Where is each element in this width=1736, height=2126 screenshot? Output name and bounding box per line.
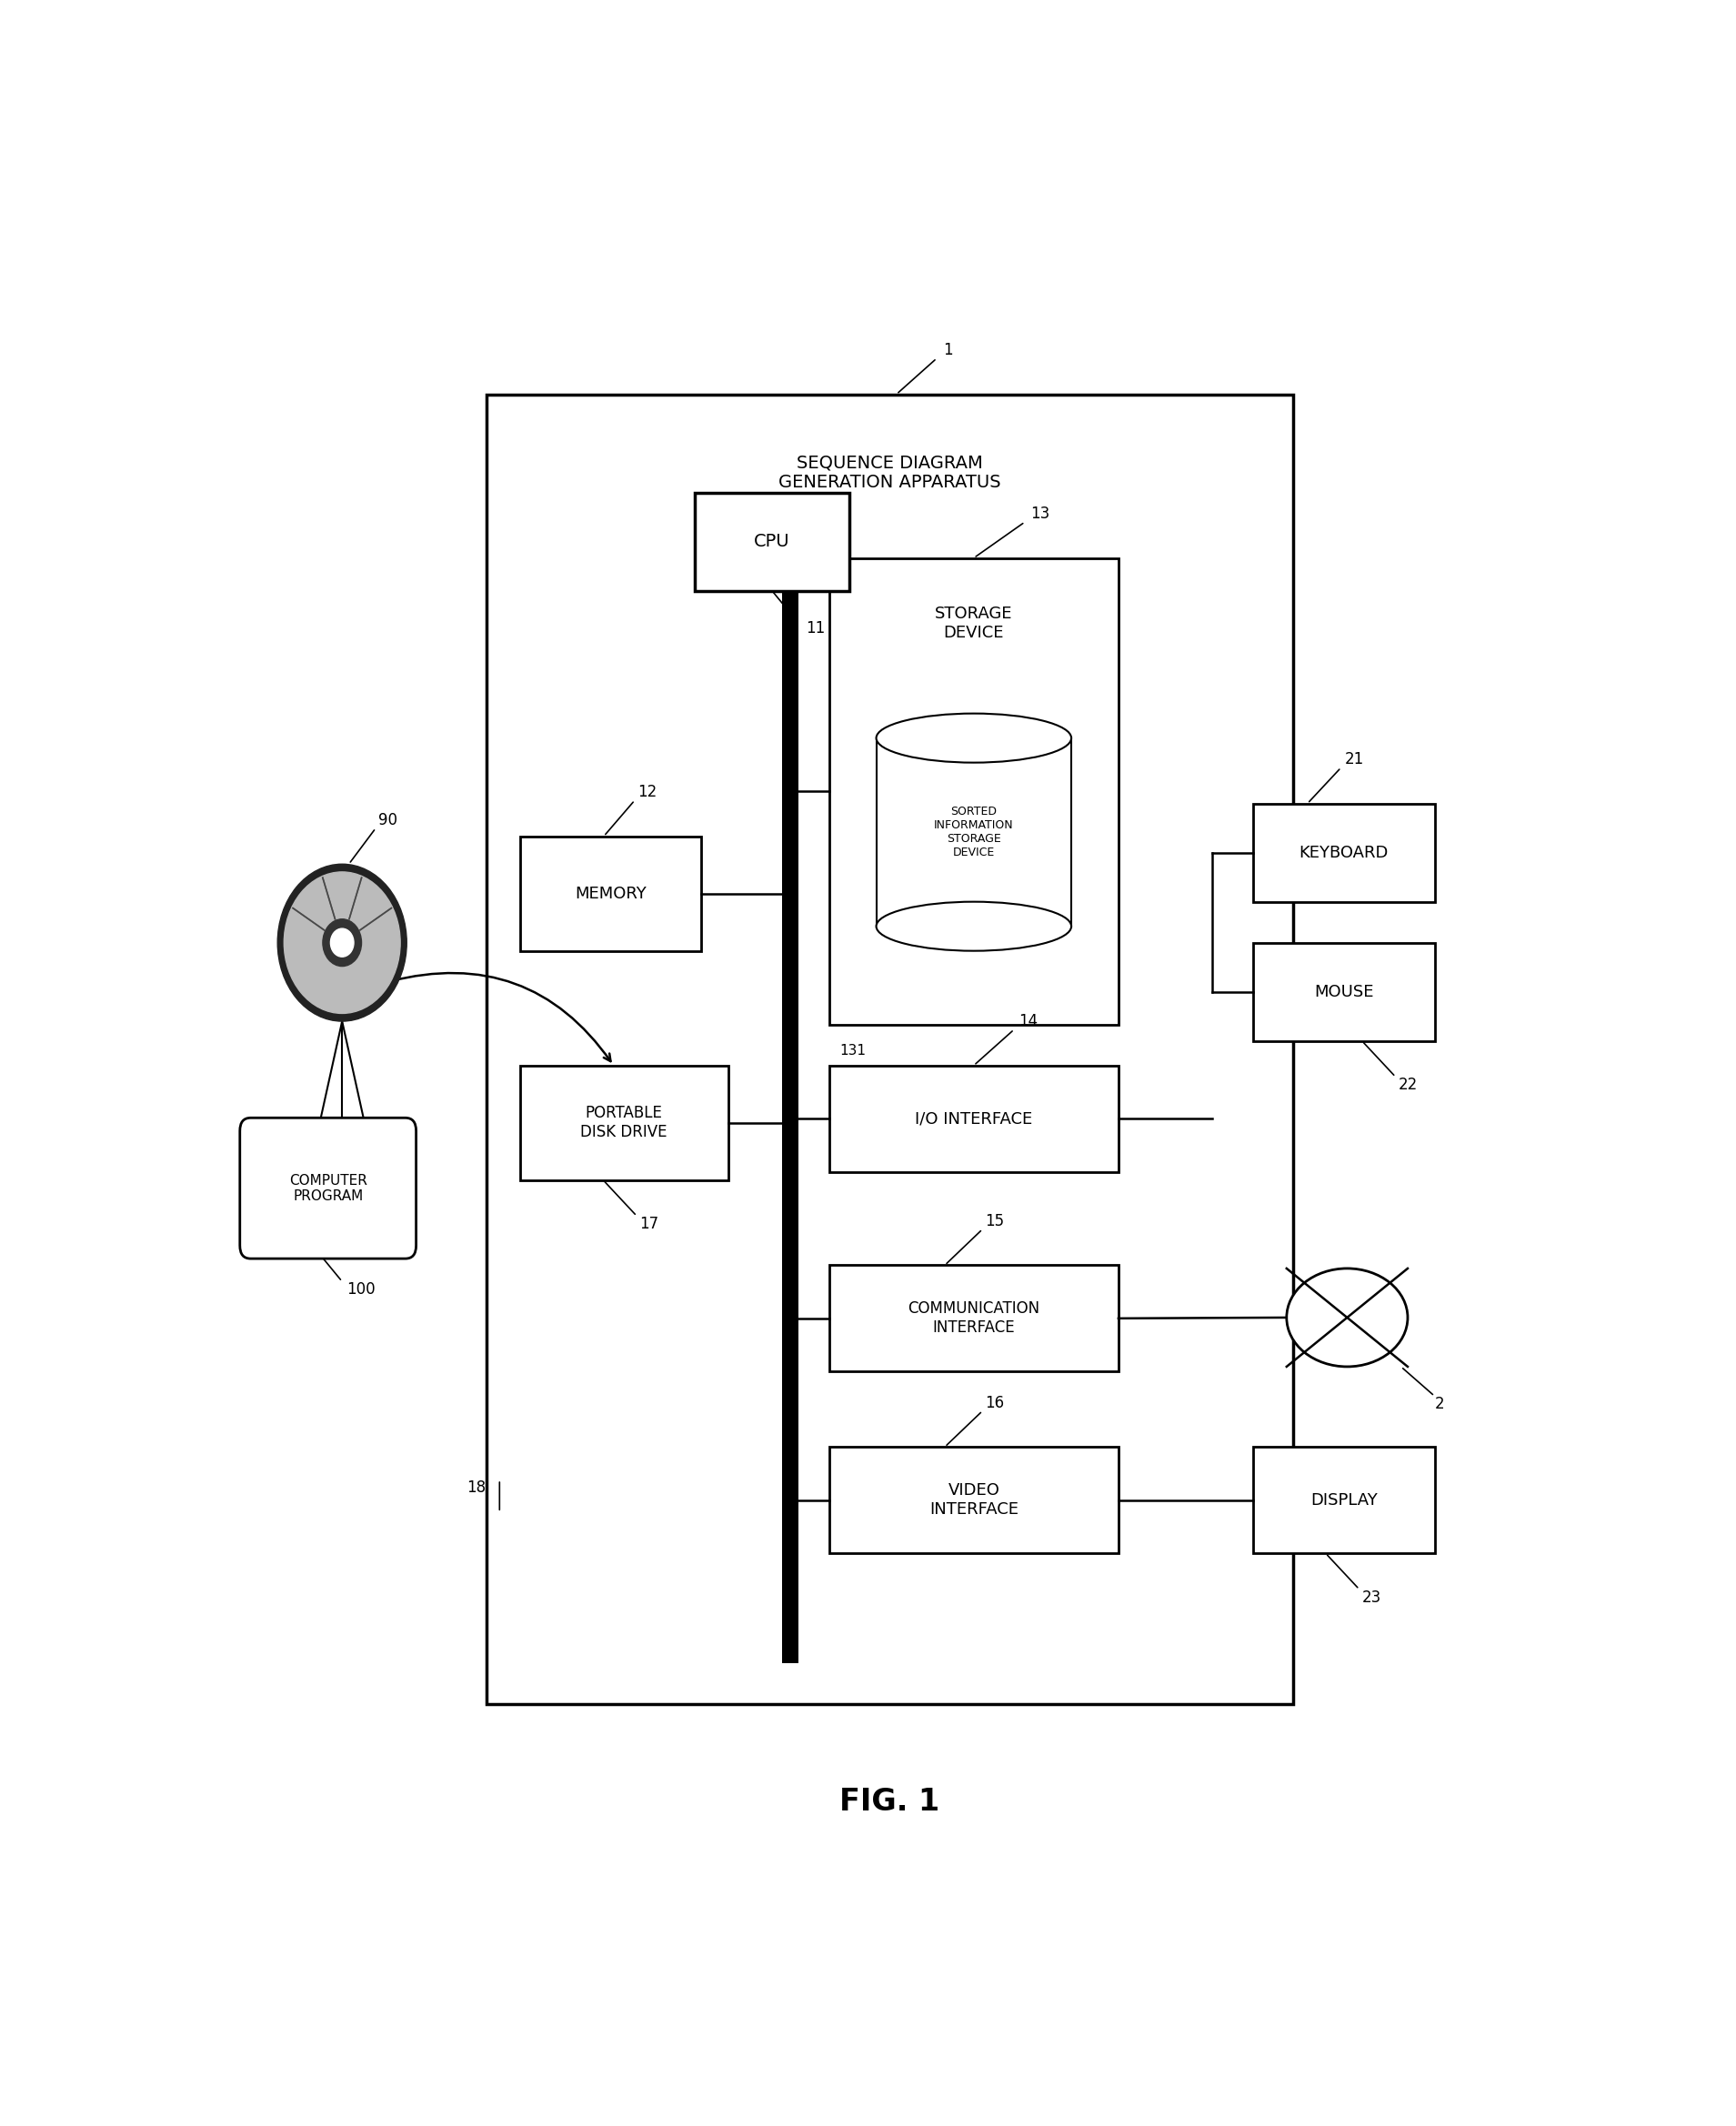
Text: 14: 14 <box>1019 1014 1038 1029</box>
Text: FIG. 1: FIG. 1 <box>840 1788 939 1818</box>
Text: 1: 1 <box>944 342 953 359</box>
Bar <box>830 1448 1118 1554</box>
Text: 131: 131 <box>840 1044 866 1059</box>
Text: I/O INTERFACE: I/O INTERFACE <box>915 1110 1033 1127</box>
Bar <box>486 393 1293 1703</box>
Text: 13: 13 <box>1029 506 1050 523</box>
Text: 11: 11 <box>806 621 825 636</box>
Text: 15: 15 <box>986 1212 1005 1229</box>
Circle shape <box>278 863 406 1020</box>
Bar <box>1253 942 1434 1042</box>
Text: 12: 12 <box>637 784 656 799</box>
Bar <box>830 1265 1118 1371</box>
Bar <box>830 557 1118 1025</box>
Text: VIDEO
INTERFACE: VIDEO INTERFACE <box>929 1482 1019 1518</box>
Text: SORTED
INFORMATION
STORAGE
DEVICE: SORTED INFORMATION STORAGE DEVICE <box>934 806 1014 859</box>
Text: 18: 18 <box>467 1480 486 1497</box>
Text: 2: 2 <box>1434 1397 1444 1412</box>
Bar <box>519 836 701 950</box>
Bar <box>877 738 1071 927</box>
Text: SEQUENCE DIAGRAM
GENERATION APPARATUS: SEQUENCE DIAGRAM GENERATION APPARATUS <box>778 455 1002 491</box>
Text: MEMORY: MEMORY <box>575 884 646 901</box>
Text: CPU: CPU <box>753 534 790 551</box>
Ellipse shape <box>877 901 1071 950</box>
Text: COMMUNICATION
INTERFACE: COMMUNICATION INTERFACE <box>908 1301 1040 1335</box>
FancyBboxPatch shape <box>240 1118 417 1259</box>
Circle shape <box>323 918 361 965</box>
Circle shape <box>330 929 354 957</box>
Bar <box>1253 804 1434 901</box>
Bar <box>694 493 849 591</box>
Bar <box>519 1065 729 1180</box>
Bar <box>830 1065 1118 1171</box>
Text: COMPUTER
PROGRAM: COMPUTER PROGRAM <box>288 1174 366 1203</box>
Text: 23: 23 <box>1363 1590 1382 1605</box>
Ellipse shape <box>877 714 1071 763</box>
Text: 90: 90 <box>378 812 398 827</box>
Text: 21: 21 <box>1345 750 1364 767</box>
Text: KEYBOARD: KEYBOARD <box>1299 844 1389 861</box>
Text: 16: 16 <box>986 1395 1005 1412</box>
Circle shape <box>285 872 401 1014</box>
Text: MOUSE: MOUSE <box>1314 984 1373 999</box>
Text: STORAGE
DEVICE: STORAGE DEVICE <box>936 606 1012 642</box>
Text: 22: 22 <box>1397 1078 1418 1093</box>
Ellipse shape <box>1286 1269 1408 1367</box>
Text: DISPLAY: DISPLAY <box>1311 1492 1377 1507</box>
Bar <box>1253 1448 1434 1554</box>
Bar <box>781 493 799 1663</box>
Text: 100: 100 <box>345 1282 375 1297</box>
Text: PORTABLE
DISK DRIVE: PORTABLE DISK DRIVE <box>580 1106 667 1140</box>
Text: 17: 17 <box>639 1216 658 1233</box>
